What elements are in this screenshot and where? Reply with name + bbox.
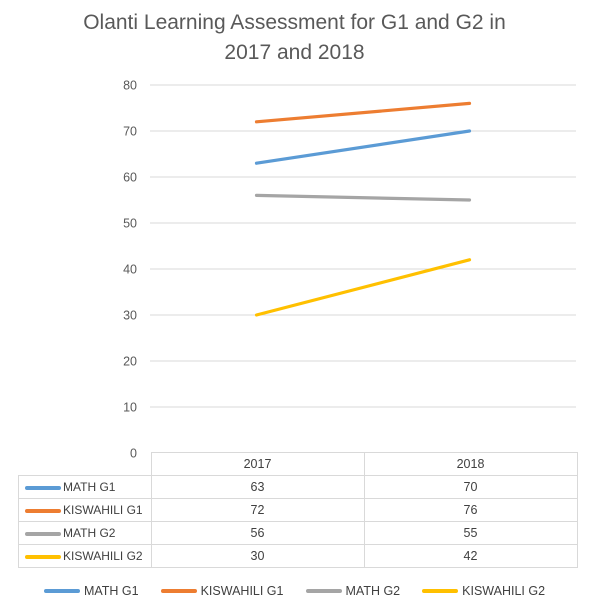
legend-entry: MATH G1: [43, 584, 139, 598]
series-line-math-g2: [254, 193, 472, 202]
table-row: MATH G2 56 55: [18, 521, 578, 545]
x-tick-label: 2018: [363, 452, 578, 476]
legend-swatch: [422, 589, 459, 593]
table-header-row: 2017 2018: [18, 452, 578, 476]
y-tick-label: 60: [123, 171, 137, 185]
chart-title-line-2: 2017 and 2018: [224, 41, 365, 64]
chart-title: Olanti Learning Assessment for G1 and G2…: [0, 8, 589, 68]
series-swatch: [25, 508, 61, 513]
series-line-kiswahili-g1: [254, 101, 472, 124]
legend-label: KISWAHILI G1: [200, 584, 284, 598]
table-row-label: MATH G1: [18, 475, 152, 499]
table-row: KISWAHILI G2 30 42: [18, 544, 578, 568]
legend-label: KISWAHILI G2: [462, 584, 546, 598]
x-tick-label: 2017: [150, 452, 365, 476]
data-label: 72: [150, 498, 365, 522]
y-tick-label: 30: [123, 309, 137, 323]
y-tick-label: 70: [123, 125, 137, 139]
data-table: 2017 2018 MATH G1 63 70 KISWAHILI G1 72 76 MATH …: [18, 452, 578, 568]
data-label: 76: [363, 498, 578, 522]
data-label: 63: [150, 475, 365, 499]
data-label: 70: [363, 475, 578, 499]
y-tick-label: 80: [123, 79, 137, 93]
legend-label: MATH G1: [83, 584, 139, 598]
series-swatch: [25, 485, 61, 490]
series-line-kiswahili-g2: [254, 258, 472, 317]
table-row-label: MATH G2: [18, 521, 152, 545]
legend-entry: KISWAHILI G1: [160, 584, 284, 598]
legend-entry: MATH G2: [305, 584, 401, 598]
legend-swatch: [305, 589, 342, 593]
y-tick-label: 10: [123, 401, 137, 415]
data-label: 55: [363, 521, 578, 545]
table-row: KISWAHILI G1 72 76: [18, 498, 578, 522]
series-name: MATH G2: [63, 526, 116, 540]
table-row: MATH G1 63 70: [18, 475, 578, 499]
series-swatch: [25, 554, 61, 559]
data-label: 30: [150, 544, 365, 568]
table-row-label: KISWAHILI G1: [18, 498, 152, 522]
series-name: KISWAHILI G2: [63, 549, 143, 563]
legend-swatch: [43, 589, 80, 593]
y-tick-label: 40: [123, 263, 137, 277]
legend-swatch: [160, 589, 197, 593]
series-swatch: [25, 531, 61, 536]
series-name: KISWAHILI G1: [63, 503, 143, 517]
data-label: 56: [150, 521, 365, 545]
legend-label: MATH G2: [345, 584, 401, 598]
y-tick-label: 20: [123, 355, 137, 369]
series-line-math-g1: [254, 129, 472, 165]
data-label: 42: [363, 544, 578, 568]
table-corner: [18, 452, 152, 476]
y-tick-label: 50: [123, 217, 137, 231]
chart-title-line-1: Olanti Learning Assessment for G1 and G2…: [83, 11, 506, 34]
legend: MATH G1 KISWAHILI G1 MATH G2 KISWAHILI G2: [0, 584, 589, 598]
legend-entry: KISWAHILI G2: [422, 584, 545, 598]
series-name: MATH G1: [63, 480, 116, 494]
table-row-label: KISWAHILI G2: [18, 544, 152, 568]
